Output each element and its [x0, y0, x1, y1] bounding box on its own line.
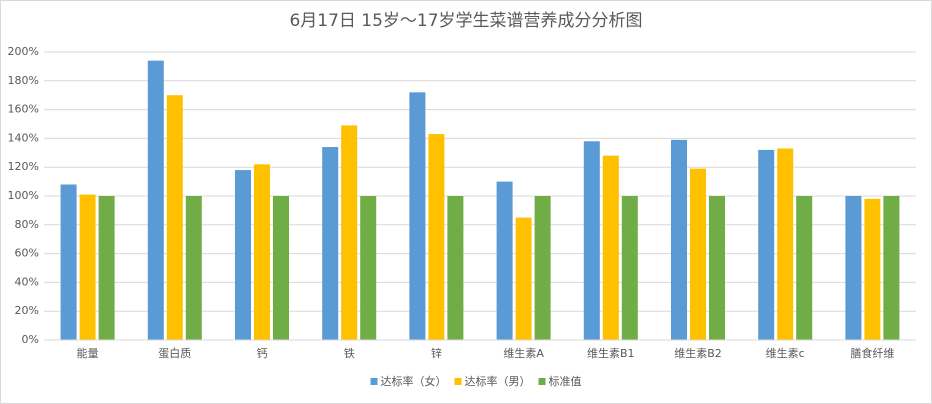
x-tick-label: 膳食纤维 — [850, 346, 894, 360]
bar — [534, 196, 551, 340]
y-tick-label: 140% — [8, 131, 39, 144]
y-tick-label: 0% — [22, 333, 39, 346]
bar — [341, 125, 358, 340]
y-tick-label: 80% — [15, 218, 39, 231]
bar — [166, 95, 183, 340]
legend-label: 达标率（女） — [381, 374, 447, 388]
bar — [883, 196, 900, 340]
bar — [447, 196, 464, 340]
bar — [428, 134, 445, 340]
y-tick-label: 60% — [15, 247, 39, 260]
y-tick-label: 40% — [15, 275, 39, 288]
x-tick-label: 钙 — [257, 346, 268, 360]
y-tick-label: 20% — [15, 304, 39, 317]
bar — [602, 155, 619, 340]
bar — [583, 141, 600, 340]
bar — [79, 194, 96, 340]
legend-swatch — [538, 378, 546, 385]
bar — [60, 184, 77, 340]
legend-swatch — [454, 378, 462, 385]
bar — [690, 168, 706, 340]
bar — [360, 196, 377, 340]
x-tick-label: 能量 — [77, 346, 99, 360]
bar — [777, 148, 794, 340]
bar — [515, 217, 532, 340]
bar — [671, 139, 687, 340]
bar — [98, 196, 115, 340]
bar — [845, 196, 862, 340]
bar — [147, 60, 164, 340]
y-tick-label: 160% — [8, 103, 39, 116]
bar — [758, 149, 775, 340]
legend-label: 达标率（男） — [465, 374, 531, 388]
bar — [235, 170, 251, 340]
bar — [185, 196, 202, 340]
chart-title: 6月17日 15岁～17岁学生菜谱营养成分分析图 — [289, 11, 642, 31]
y-tick-label: 120% — [8, 160, 39, 173]
x-tick-label: 铁 — [344, 347, 355, 360]
y-tick-label: 200% — [8, 45, 39, 58]
x-tick-label: 维生素A — [503, 346, 544, 360]
legend-label: 标准值 — [549, 374, 582, 388]
bar — [709, 196, 725, 340]
legend-swatch — [370, 378, 378, 385]
bar — [322, 147, 339, 340]
bar — [409, 92, 426, 340]
bar — [273, 196, 289, 340]
y-tick-label: 180% — [8, 74, 39, 87]
bar — [864, 198, 881, 340]
bar — [621, 196, 638, 340]
bar — [254, 164, 270, 340]
x-tick-label: 维生素B1 — [587, 346, 635, 360]
x-tick-label: 蛋白质 — [158, 346, 191, 360]
x-tick-label: 锌 — [431, 346, 442, 360]
y-tick-label: 100% — [8, 189, 39, 202]
x-tick-label: 维生素B2 — [674, 346, 722, 360]
x-tick-label: 维生素c — [766, 346, 805, 360]
bar — [796, 196, 813, 340]
bar — [496, 181, 513, 340]
